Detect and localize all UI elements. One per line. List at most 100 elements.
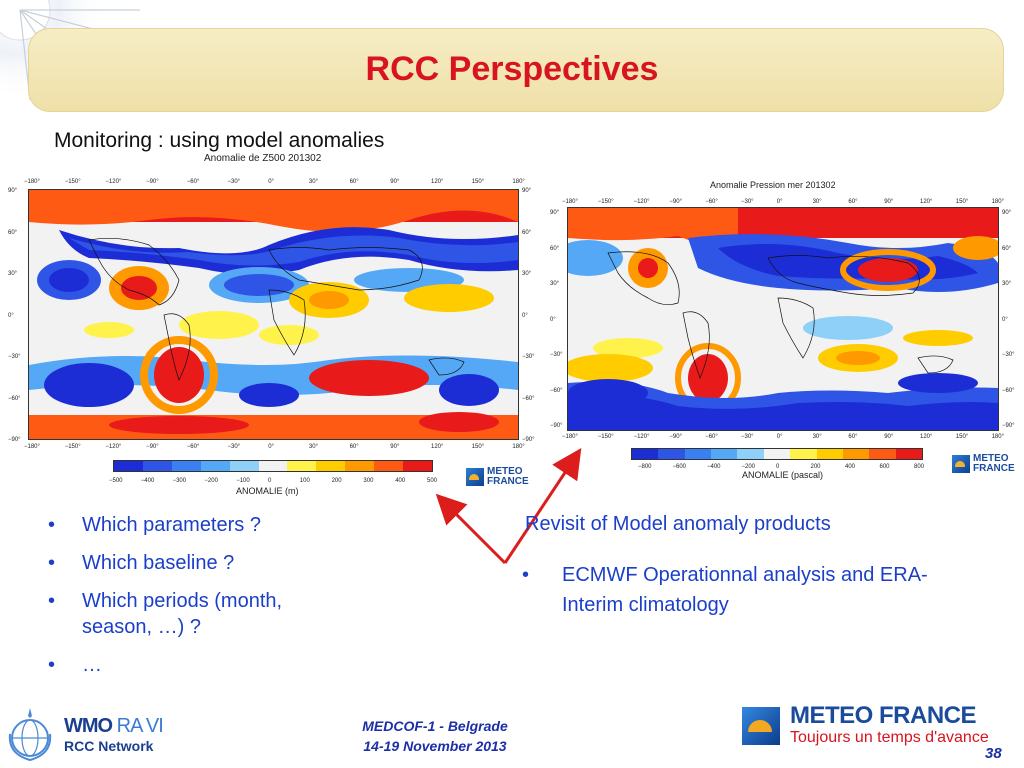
tick-label: −60° [8,395,21,402]
tick-label: 60° [848,199,858,205]
tick-label: −60° [186,444,200,450]
meteo-france-emblem-icon [466,468,484,486]
tick-label: −100 [236,478,250,484]
tick-label: 90° [522,188,532,194]
colorbar-swatch [737,449,764,459]
title-bar [28,28,1004,112]
colorbar-swatch [658,449,685,459]
tick-label: 90° [550,210,560,216]
tick-label: 0° [268,444,274,450]
tick-label: −120° [633,199,650,205]
arrow-to-right-map [503,448,582,564]
colorbar-swatch [171,461,201,471]
tick-label: −30° [227,179,241,185]
tick-label: 300 [363,478,374,484]
tick-label: 90° [390,444,400,450]
left-anomaly-map [28,189,519,440]
tick-label: −90° [8,437,21,443]
tick-label: 180° [991,199,1005,205]
bullet-text: … [82,654,102,676]
wmo-emblem-icon [8,708,52,762]
tick-label: 60° [8,229,18,236]
tick-label: −500 [109,478,123,484]
tick-label: −90° [522,437,535,443]
right-anomaly-map [567,207,999,431]
tick-label: −90° [1002,423,1015,429]
logo-line1: METEO [973,453,1009,464]
tick-label: 500 [427,478,438,484]
arrow-to-left-map [435,493,507,565]
right-colorbar [631,448,923,460]
tick-label: 600 [879,464,890,470]
colorbar-swatch [763,449,791,459]
tick-label: 150° [955,434,969,440]
tick-label: 0 [268,478,272,484]
tick-label: 60° [349,179,359,185]
tick-label: −180° [562,199,578,205]
tick-label: −90° [146,179,159,185]
tick-label: −30° [741,434,754,440]
tick-label: 90° [884,434,894,440]
colorbar-swatch [790,449,817,459]
left-colorbar [113,460,433,472]
tick-label: 0° [776,199,783,205]
tick-label: −200 [741,464,756,470]
tick-label: −90° [669,199,682,205]
colorbar-swatch [895,449,922,459]
footer-event-name: MEDCOF-1 - Belgrade [362,718,508,734]
bullet-text: Which baseline ? [82,552,235,574]
tick-label: −30° [227,444,241,450]
tick-label: −30° [550,352,563,358]
tick-label: −30° [8,354,21,360]
tick-label: 30° [812,199,822,205]
meteo-france-logo-small-left: METEO FRANCE [466,467,529,487]
tick-label: 150° [471,444,485,450]
tick-label: 120° [920,434,933,440]
bullet: • [48,552,56,574]
tick-label: −150° [64,179,81,185]
tick-label: 60° [522,229,532,236]
tick-label: 200 [810,464,821,470]
tick-label: 180° [512,444,525,450]
tick-label: 90° [1002,210,1012,216]
tick-label: −180° [24,444,40,450]
right-bullet-item: • ECMWF Operationnal analysis and ERA-In… [522,560,982,620]
tick-label: 60° [1002,245,1012,252]
colorbar-swatch [632,449,659,459]
tick-label: −60° [550,387,563,394]
tick-label: −200 [204,478,218,484]
tick-label: 90° [8,188,18,194]
tick-label: 30° [550,281,560,287]
tick-label: −120° [633,434,650,440]
tick-label: −120° [105,179,122,185]
bullet-text: Which periods (month, season, …) ? [82,590,283,638]
tick-label: 800 [914,464,925,470]
tick-label: −30° [1002,352,1015,358]
tick-label: −120° [105,444,122,450]
bullet-text: ECMWF Operationnal analysis and ERA-Inte… [562,564,928,616]
colorbar-swatch [842,449,870,459]
wmo-logo: WMO RA VI RCC Network [4,704,164,764]
meteo-france-logo-large: METEO FRANCE Toujours un temps d'avance [742,704,989,748]
colorbar-swatch [403,461,432,471]
tick-label: −60° [705,434,718,440]
tick-label: 100 [299,478,310,484]
right-map-title: Anomalie Pression mer 201302 [710,180,836,190]
tick-label: 0° [8,312,14,319]
tick-label: 0° [776,434,783,440]
tick-label: −180° [24,179,40,185]
tick-label: 180° [512,179,525,185]
left-colorbar-title: ANOMALIE (m) [236,486,299,496]
tick-label: 120° [431,444,444,450]
tick-label: −90° [146,444,159,450]
tick-label: 90° [390,179,400,185]
tick-label: 200 [331,478,342,484]
tick-label: −600 [672,464,687,470]
right-heading: Revisit of Model anomaly products [525,513,831,535]
colorbar-swatch [114,461,143,471]
list-item: •… [48,652,348,678]
tick-label: 180° [991,434,1005,440]
tick-label: −180° [562,434,578,440]
tick-label: 30° [812,434,822,440]
